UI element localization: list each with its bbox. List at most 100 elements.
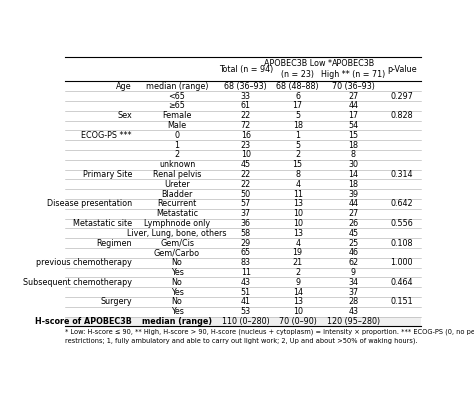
Text: 26: 26 [348, 219, 358, 228]
Text: 17: 17 [292, 101, 303, 110]
Text: 0.297: 0.297 [390, 91, 413, 100]
Text: 45: 45 [241, 160, 251, 169]
Text: No: No [172, 297, 182, 306]
Text: Surgery: Surgery [100, 297, 132, 306]
Text: 14: 14 [348, 170, 358, 179]
Text: 19: 19 [292, 248, 303, 257]
Text: 23: 23 [241, 140, 251, 149]
Text: 37: 37 [348, 288, 358, 297]
Text: 8: 8 [295, 170, 300, 179]
Text: 65: 65 [241, 248, 251, 257]
Text: 15: 15 [348, 131, 358, 140]
Text: Primary Site: Primary Site [82, 170, 132, 179]
Text: Renal pelvis: Renal pelvis [153, 170, 201, 179]
Text: 41: 41 [241, 297, 251, 306]
Text: 37: 37 [241, 209, 251, 218]
Text: 51: 51 [241, 288, 251, 297]
Text: 0.556: 0.556 [390, 219, 413, 228]
Text: 110 (0–280): 110 (0–280) [222, 317, 270, 326]
Text: 57: 57 [241, 200, 251, 208]
Text: 5: 5 [295, 111, 300, 120]
Text: 120 (95–280): 120 (95–280) [327, 317, 380, 326]
Text: 5: 5 [295, 140, 300, 149]
Text: 0.314: 0.314 [391, 170, 413, 179]
Text: 10: 10 [292, 209, 303, 218]
Text: Recurrent: Recurrent [157, 200, 197, 208]
Text: 68 (36–93): 68 (36–93) [224, 82, 267, 91]
Text: Yes: Yes [171, 307, 183, 316]
Text: 45: 45 [348, 229, 358, 238]
Text: 2: 2 [295, 150, 300, 160]
Text: 18: 18 [292, 121, 303, 130]
Text: Bladder: Bladder [161, 190, 193, 199]
Text: 1.000: 1.000 [391, 258, 413, 267]
Text: 2: 2 [174, 150, 180, 160]
Text: ECOG-PS ***: ECOG-PS *** [82, 131, 132, 140]
Text: 44: 44 [348, 101, 358, 110]
Text: Male: Male [167, 121, 187, 130]
Text: APOBEC3B
High ** (n = 71): APOBEC3B High ** (n = 71) [321, 59, 385, 79]
Text: 18: 18 [348, 140, 358, 149]
Text: 28: 28 [348, 297, 358, 306]
Text: 0.108: 0.108 [391, 239, 413, 248]
Text: 1: 1 [295, 131, 300, 140]
Text: No: No [172, 278, 182, 287]
Text: 15: 15 [292, 160, 303, 169]
Text: 13: 13 [292, 297, 303, 306]
Text: 25: 25 [348, 239, 358, 248]
Text: 18: 18 [348, 180, 358, 189]
Text: 0.828: 0.828 [390, 111, 413, 120]
Text: Female: Female [163, 111, 191, 120]
Text: 13: 13 [292, 229, 303, 238]
Text: Regimen: Regimen [96, 239, 132, 248]
Text: Liver, Lung, bone, others: Liver, Lung, bone, others [128, 229, 227, 238]
Text: APOBEC3B Low *
(n = 23): APOBEC3B Low * (n = 23) [264, 59, 332, 79]
Text: Subsequent chemotherapy: Subsequent chemotherapy [23, 278, 132, 287]
Text: 72: 72 [241, 121, 251, 130]
Text: Gem/Carbo: Gem/Carbo [154, 248, 200, 257]
Bar [65, 317, 421, 326]
Text: No: No [172, 258, 182, 267]
Text: <65: <65 [169, 91, 185, 100]
Text: 17: 17 [348, 111, 358, 120]
Text: Yes: Yes [171, 288, 183, 297]
Text: 0: 0 [174, 131, 180, 140]
Text: 68 (48–88): 68 (48–88) [276, 82, 319, 91]
Text: 4: 4 [295, 239, 300, 248]
Text: 27: 27 [348, 91, 358, 100]
Text: median (range): median (range) [146, 82, 208, 91]
Text: 61: 61 [241, 101, 251, 110]
Text: 39: 39 [348, 190, 358, 199]
Text: 2: 2 [295, 268, 300, 277]
Text: 11: 11 [292, 190, 303, 199]
Text: 10: 10 [292, 307, 303, 316]
Text: unknown: unknown [159, 160, 195, 169]
Text: 62: 62 [348, 258, 358, 267]
Text: 13: 13 [292, 200, 303, 208]
Text: Age: Age [116, 82, 132, 91]
Text: 11: 11 [241, 268, 251, 277]
Text: 29: 29 [241, 239, 251, 248]
Text: Yes: Yes [171, 268, 183, 277]
Text: 54: 54 [348, 121, 358, 130]
Text: 21: 21 [292, 258, 303, 267]
Text: H-score of APOBEC3B: H-score of APOBEC3B [35, 317, 132, 326]
Text: 46: 46 [348, 248, 358, 257]
Text: 27: 27 [348, 209, 358, 218]
Text: 33: 33 [241, 91, 251, 100]
Text: Ureter: Ureter [164, 180, 190, 189]
Text: 36: 36 [241, 219, 251, 228]
Text: 6: 6 [295, 91, 300, 100]
Text: 4: 4 [295, 180, 300, 189]
Text: 22: 22 [241, 111, 251, 120]
Text: 9: 9 [351, 268, 356, 277]
Text: Gem/Cis: Gem/Cis [160, 239, 194, 248]
Text: ≥65: ≥65 [169, 101, 185, 110]
Text: 0.151: 0.151 [390, 297, 413, 306]
Text: 10: 10 [241, 150, 251, 160]
Text: 30: 30 [348, 160, 358, 169]
Text: 0.464: 0.464 [391, 278, 413, 287]
Text: 50: 50 [241, 190, 251, 199]
Text: 1: 1 [174, 140, 180, 149]
Text: 34: 34 [348, 278, 358, 287]
